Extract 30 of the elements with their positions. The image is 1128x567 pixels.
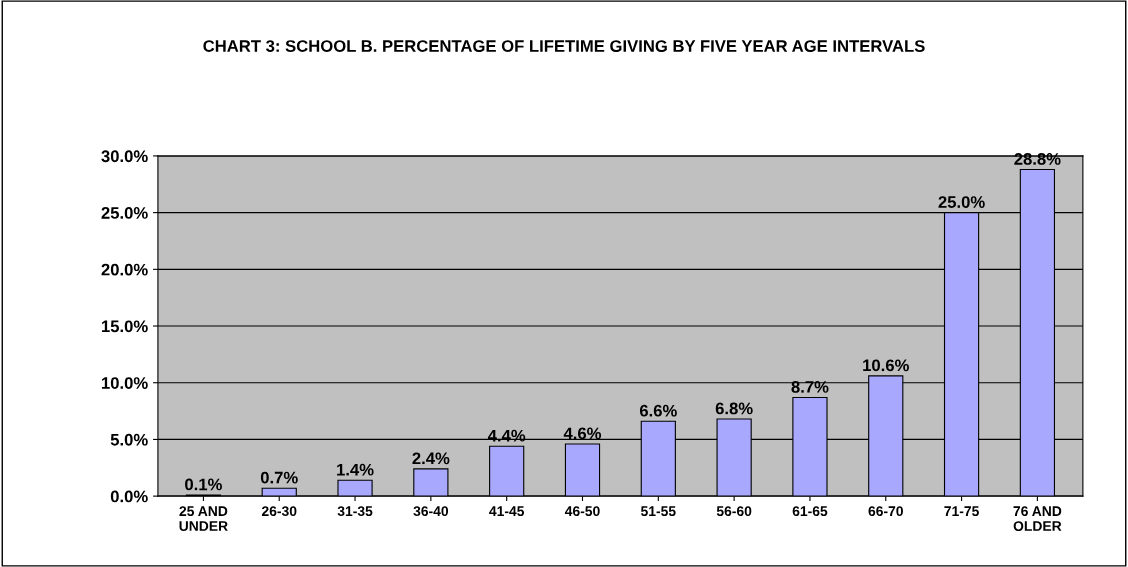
x-tick-label: 36-40	[413, 506, 449, 517]
x-tick-label: 51-55	[640, 506, 676, 517]
data-label: 0.7%	[260, 471, 298, 484]
y-tick-label: 0.0%	[110, 490, 148, 503]
y-tick-label: 25.0%	[101, 207, 148, 219]
data-label: 1.4%	[337, 463, 374, 476]
y-tick-label: 15.0%	[101, 320, 148, 333]
x-tick-label: 61-65	[792, 506, 828, 517]
data-label: 10.6%	[863, 359, 909, 372]
y-tick-label: 10.0%	[101, 377, 148, 389]
data-label: 0.1%	[185, 478, 222, 491]
y-tick-label: 5.0%	[110, 433, 148, 446]
data-label: 25.0%	[938, 196, 985, 208]
x-tick-label: 26-30	[261, 506, 297, 517]
data-label: 6.8%	[715, 402, 753, 415]
x-tick-label: 56-60	[716, 506, 752, 517]
x-tick-label: 31-35	[337, 506, 373, 517]
data-label: 6.6%	[639, 404, 677, 417]
x-tick-label: 41-45	[489, 506, 525, 517]
x-tick-label: 66-70	[868, 506, 903, 517]
y-tick-label: 30.0%	[101, 150, 148, 163]
data-label: 2.4%	[412, 452, 450, 465]
x-tick-label: 46-50	[564, 506, 600, 517]
data-label: 4.6%	[563, 427, 602, 440]
data-label: 8.7%	[791, 380, 829, 393]
y-tick-label: 20.0%	[101, 263, 148, 276]
chart-title: CHART 3: SCHOOL B. PERCENTAGE OF LIFETIME GIVING BY FIVE YEAR AGE INTERVALS	[203, 40, 925, 52]
x-tick-label: 25 AND UNDER	[179, 506, 228, 532]
x-tick-label: 76 AND OLDER	[1013, 506, 1062, 532]
x-tick-label: 71-75	[944, 506, 979, 517]
